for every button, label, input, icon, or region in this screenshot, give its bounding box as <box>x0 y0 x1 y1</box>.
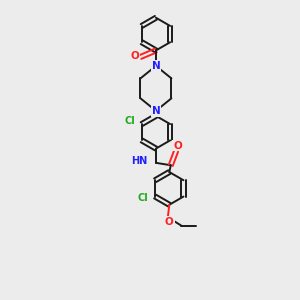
Text: Cl: Cl <box>124 116 135 126</box>
Text: N: N <box>152 106 160 116</box>
Text: HN: HN <box>131 156 147 167</box>
Text: O: O <box>173 141 182 151</box>
Text: N: N <box>152 61 160 71</box>
Text: O: O <box>165 217 174 227</box>
Text: N: N <box>152 61 160 71</box>
Text: O: O <box>131 51 140 62</box>
Text: Cl: Cl <box>138 193 148 203</box>
